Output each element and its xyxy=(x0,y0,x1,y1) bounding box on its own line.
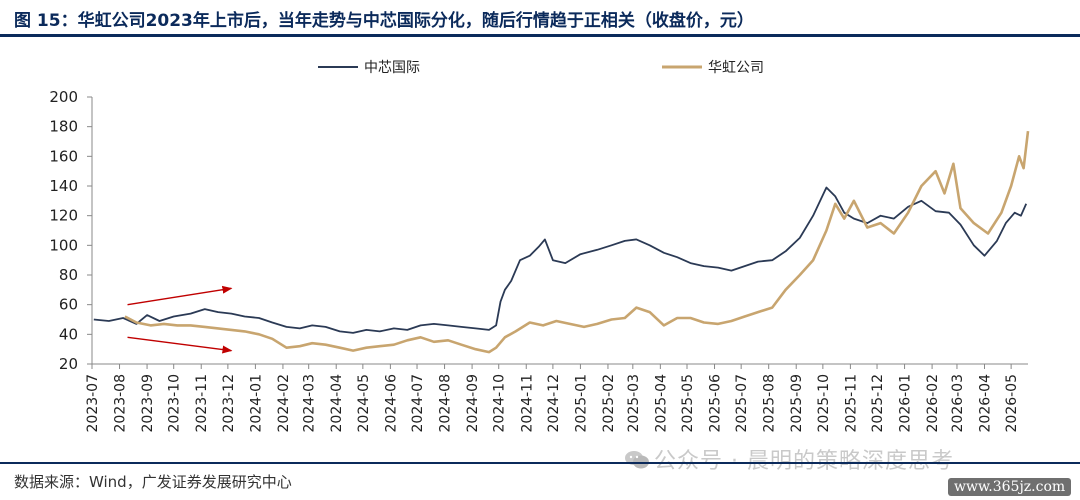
x-tick-label: 2025-02 xyxy=(601,374,617,433)
y-tick-label: 160 xyxy=(49,147,78,165)
x-tick-label: 2023-10 xyxy=(167,374,183,433)
bottom-rule xyxy=(0,462,1080,464)
x-tick-label: 2023-09 xyxy=(140,374,156,433)
wechat-icon xyxy=(625,451,649,469)
x-tick-label: 2023-12 xyxy=(221,374,237,433)
annotation-layer xyxy=(127,285,233,354)
x-tick-label: 2024-05 xyxy=(356,374,372,433)
x-tick-label: 2024-11 xyxy=(519,374,535,433)
y-tick-label: 100 xyxy=(49,236,78,254)
chart-legend: 中芯国际 华虹公司 xyxy=(318,60,764,76)
y-tick-label: 80 xyxy=(59,266,78,284)
x-tick-label: 2024-06 xyxy=(383,374,399,433)
x-tick-label: 2023-07 xyxy=(85,374,101,433)
y-tick-label: 180 xyxy=(49,118,78,136)
x-tick-label: 2024-09 xyxy=(465,374,481,433)
x-tick-label: 2026-02 xyxy=(925,374,941,433)
x-tick-label: 2023-11 xyxy=(194,374,210,433)
title-rule xyxy=(0,34,1080,37)
x-tick-label: 2024-02 xyxy=(276,374,292,433)
x-tick-label: 2026-03 xyxy=(950,374,966,433)
x-tick-label: 2025-11 xyxy=(843,374,859,433)
y-tick-label: 60 xyxy=(59,296,78,314)
x-tick-label: 2026-04 xyxy=(977,374,993,433)
x-tick-label: 2026-01 xyxy=(898,374,914,433)
x-tick-label: 2025-05 xyxy=(680,374,696,433)
site-badge[interactable]: www.365jz.com xyxy=(948,478,1072,496)
x-tick-label: 2025-07 xyxy=(734,374,750,433)
watermark-text: 公众号 · 晨明的策略深度思考 xyxy=(654,449,954,474)
trend-arrow-up xyxy=(127,285,233,306)
x-tick-label: 2026-05 xyxy=(1004,374,1020,433)
figure-title: 图 15：华虹公司2023年上市后，当年走势与中芯国际分化，随后行情趋于正相关（… xyxy=(14,11,754,31)
x-tick-label: 2024-08 xyxy=(438,374,454,433)
x-tick-label: 2023-08 xyxy=(113,374,129,433)
x-tick-label: 2025-04 xyxy=(653,374,669,433)
x-tick-label: 2024-03 xyxy=(302,374,318,433)
x-tick-label: 2024-04 xyxy=(329,374,345,433)
y-tick-label: 200 xyxy=(49,88,78,106)
x-tick-label: 2025-01 xyxy=(573,374,589,433)
series-line-hua-hong xyxy=(124,130,1030,354)
x-tick-label: 2025-06 xyxy=(708,374,724,433)
trend-arrow-down xyxy=(127,336,233,354)
price-line-chart: 中芯国际 华虹公司 20 40 60 80 100 120 140 160 180 200 2023… xyxy=(49,60,1030,433)
x-tick-label: 2024-01 xyxy=(248,374,264,433)
x-tick-label: 2025-08 xyxy=(762,374,778,433)
y-tick-label: 20 xyxy=(59,355,78,373)
x-tick-label: 2024-12 xyxy=(546,374,562,433)
x-tick-label: 2024-07 xyxy=(410,374,426,433)
y-axis: 20 40 60 80 100 120 140 160 180 200 xyxy=(49,88,93,373)
series-layer xyxy=(93,130,1030,354)
x-tick-label: 2025-03 xyxy=(626,374,642,433)
x-tick-label: 2025-09 xyxy=(789,374,805,433)
y-tick-label: 40 xyxy=(59,325,78,343)
y-tick-label: 120 xyxy=(49,207,78,225)
watermark: 公众号 · 晨明的策略深度思考 xyxy=(624,443,954,475)
legend-label: 华虹公司 xyxy=(708,60,764,76)
x-axis: 2023-07 2023-08 2023-09 2023-10 2023-11 2023-… xyxy=(85,363,1028,433)
y-tick-label: 140 xyxy=(49,177,78,195)
x-tick-label: 2025-10 xyxy=(816,374,832,433)
source-note: 数据来源：Wind，广发证券发展研究中心 xyxy=(14,473,292,491)
x-tick-label: 2024-10 xyxy=(492,374,508,433)
legend-label: 中芯国际 xyxy=(364,60,420,76)
x-tick-label: 2025-12 xyxy=(870,374,886,433)
series-line-smic xyxy=(93,186,1028,334)
